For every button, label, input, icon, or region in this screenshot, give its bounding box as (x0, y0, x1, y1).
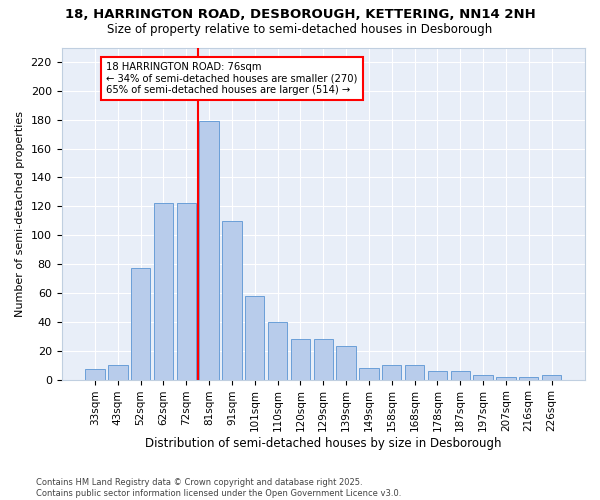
Bar (314, 339, 333, 380)
Bar (496, 376, 515, 380)
Bar (359, 368, 379, 380)
Bar (222, 221, 242, 380)
Text: Contains HM Land Registry data © Crown copyright and database right 2025.
Contai: Contains HM Land Registry data © Crown c… (36, 478, 401, 498)
Text: Size of property relative to semi-detached houses in Desborough: Size of property relative to semi-detach… (107, 22, 493, 36)
Bar (131, 268, 151, 380)
Bar (519, 376, 538, 380)
Bar (108, 365, 128, 380)
Bar (176, 204, 196, 380)
Y-axis label: Number of semi-detached properties: Number of semi-detached properties (15, 110, 25, 316)
Bar (337, 346, 356, 380)
Bar (199, 121, 219, 380)
Bar (405, 365, 424, 380)
Bar (268, 322, 287, 380)
Bar (542, 376, 561, 380)
Bar (245, 296, 265, 380)
X-axis label: Distribution of semi-detached houses by size in Desborough: Distribution of semi-detached houses by … (145, 437, 502, 450)
Text: 18, HARRINGTON ROAD, DESBOROUGH, KETTERING, NN14 2NH: 18, HARRINGTON ROAD, DESBOROUGH, KETTERI… (65, 8, 535, 20)
Bar (154, 204, 173, 380)
Bar (428, 371, 447, 380)
Bar (451, 371, 470, 380)
Bar (382, 365, 401, 380)
Text: 18 HARRINGTON ROAD: 76sqm
← 34% of semi-detached houses are smaller (270)
65% of: 18 HARRINGTON ROAD: 76sqm ← 34% of semi-… (106, 62, 358, 95)
Bar (85, 370, 105, 380)
Bar (473, 376, 493, 380)
Bar (291, 339, 310, 380)
